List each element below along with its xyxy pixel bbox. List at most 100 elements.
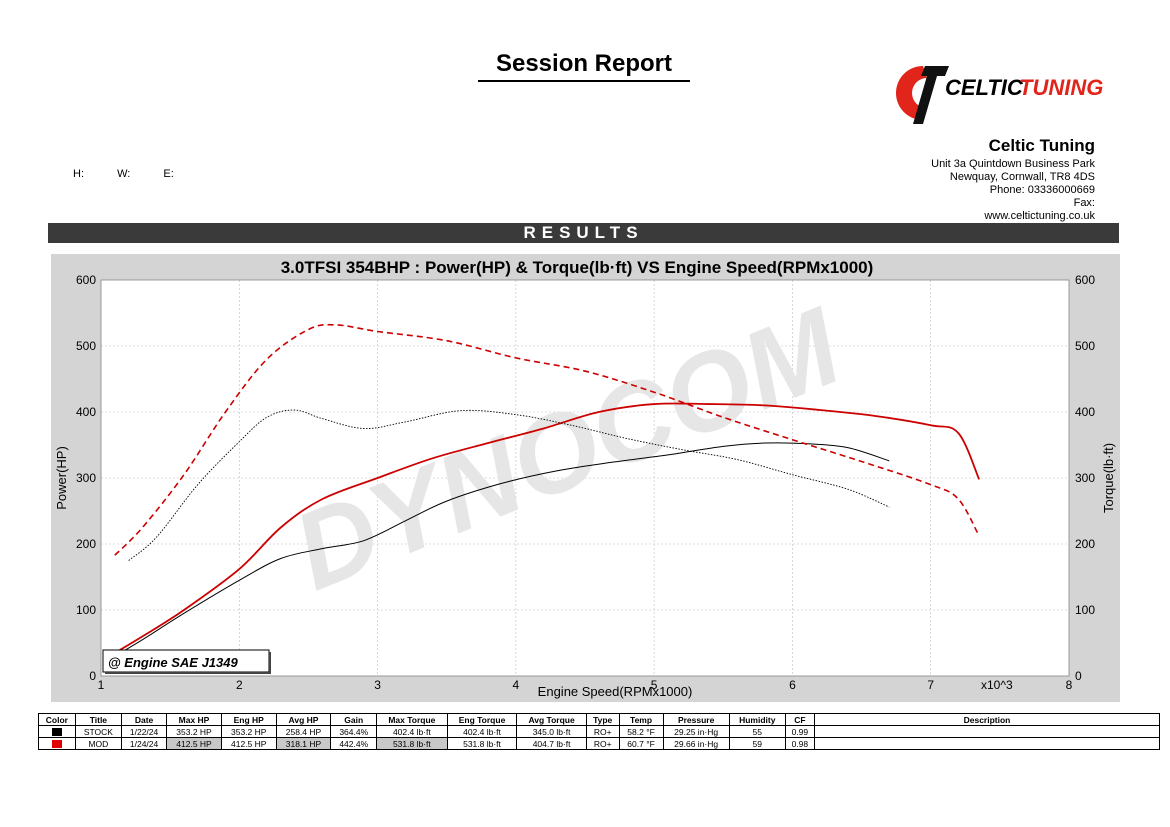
cell-eng-torque: 402.4 lb·ft <box>446 725 518 738</box>
column-header: Avg HP <box>275 713 332 726</box>
company-address-2: Newquay, Cornwall, TR8 4DS <box>949 171 1095 183</box>
x-tick-label: 2 <box>236 678 243 692</box>
table-row: STOCK 1/22/24 353.2 HP 353.2 HP 258.4 HP 364.… <box>38 725 1160 738</box>
color-swatch-cell <box>38 725 76 738</box>
h-label: H: <box>73 168 84 180</box>
cell-avg-torque: 345.0 lb·ft <box>516 725 587 738</box>
x-axis-label: Engine Speed(RPMx1000) <box>538 684 693 699</box>
column-header: Eng HP <box>220 713 277 726</box>
x-tick-label: 6 <box>789 678 796 692</box>
y2-axis-label: Torque(lb·ft) <box>1101 443 1116 513</box>
y2-tick-label: 0 <box>1075 669 1082 683</box>
x-tick-label: 8 <box>1066 678 1073 692</box>
series-stock-power <box>114 442 890 657</box>
y2-tick-label: 100 <box>1075 603 1095 617</box>
column-header: CF <box>784 713 816 726</box>
column-header: Pressure <box>662 713 730 726</box>
plot-border <box>100 279 1070 677</box>
column-header: Avg Torque <box>516 713 587 726</box>
y-axis-label: Power(HP) <box>54 446 69 510</box>
column-header: Temp <box>618 713 664 726</box>
y2-tick-label: 500 <box>1075 339 1095 353</box>
chart-frame: 3.0TFSI 354BHP : Power(HP) & Torque(lb·f… <box>51 254 1120 702</box>
cell-max-hp: 412.5 HP <box>166 737 222 750</box>
table-body: STOCK 1/22/24 353.2 HP 353.2 HP 258.4 HP 364.… <box>38 725 1160 750</box>
y-tick-label: 0 <box>89 669 96 683</box>
hwe-labels: H: W: E: <box>73 168 190 180</box>
y2-tick-label: 600 <box>1075 273 1095 287</box>
column-header: Humidity <box>728 713 786 726</box>
cell-gain: 364.4% <box>330 725 378 738</box>
company-name: Celtic Tuning <box>988 136 1095 155</box>
runs-table: Color Title Date Max HP Eng HP Avg HP Gain Max … <box>38 713 1160 750</box>
cell-cf: 0.99 <box>784 725 816 738</box>
y-tick-label: 400 <box>76 405 96 419</box>
column-header: Color <box>38 713 76 726</box>
cell-description <box>814 737 1160 750</box>
cell-eng-torque: 531.8 lb·ft <box>446 737 518 750</box>
logo-text-b: TUNING <box>1019 75 1103 100</box>
company-info: Celtic Tuning Unit 3a Quintdown Business… <box>931 136 1095 223</box>
results-header: RESULTS <box>48 223 1119 243</box>
cell-eng-hp: 353.2 HP <box>220 725 277 738</box>
cell-type: RO+ <box>585 737 620 750</box>
x-tick-label: 1 <box>98 678 105 692</box>
x-multiplier: x10^3 <box>981 678 1013 692</box>
cell-type: RO+ <box>585 725 620 738</box>
cell-max-torque: 402.4 lb·ft <box>376 725 448 738</box>
y-tick-label: 600 <box>76 273 96 287</box>
column-header: Title <box>74 713 122 726</box>
cell-avg-hp: 318.1 HP <box>275 737 332 750</box>
report-title: Session Report <box>478 50 690 82</box>
column-header: Description <box>814 713 1160 726</box>
y2-tick-label: 200 <box>1075 537 1095 551</box>
cell-title: STOCK <box>74 725 122 738</box>
y-tick-label: 100 <box>76 603 96 617</box>
column-header: Max Torque <box>376 713 448 726</box>
y2-tick-label: 400 <box>1075 405 1095 419</box>
y-tick-label: 200 <box>76 537 96 551</box>
chart-title: 3.0TFSI 354BHP : Power(HP) & Torque(lb·f… <box>281 258 874 277</box>
cell-temp: 60.7 °F <box>618 737 664 750</box>
company-website: www.celtictuning.co.uk <box>984 210 1095 222</box>
color-swatch <box>51 728 62 737</box>
cell-max-hp: 353.2 HP <box>166 725 222 738</box>
cell-temp: 58.2 °F <box>618 725 664 738</box>
series-stock-torque <box>128 409 890 561</box>
company-address-1: Unit 3a Quintdown Business Park <box>931 158 1095 170</box>
column-header: Type <box>585 713 620 726</box>
y-tick-label: 500 <box>76 339 96 353</box>
company-phone: Phone: 03336000669 <box>989 184 1095 196</box>
cell-gain: 442.4% <box>330 737 378 750</box>
cell-avg-hp: 258.4 HP <box>275 725 332 738</box>
company-fax: Fax: <box>1073 197 1095 209</box>
y2-tick-label: 300 <box>1075 471 1095 485</box>
x-tick-label: 3 <box>374 678 381 692</box>
chart-series <box>114 323 980 657</box>
series-mod-torque <box>114 323 980 556</box>
y-tick-label: 300 <box>76 471 96 485</box>
color-swatch-cell <box>38 737 76 750</box>
column-header: Eng Torque <box>446 713 518 726</box>
table-row: MOD 1/24/24 412.5 HP 412.5 HP 318.1 HP 442.4%… <box>38 737 1160 750</box>
column-header: Gain <box>330 713 378 726</box>
x-tick-label: 7 <box>927 678 934 692</box>
series-mod-power <box>114 402 980 654</box>
company-logo: CELTIC TUNING <box>895 66 1103 124</box>
power-torque-chart: 3.0TFSI 354BHP : Power(HP) & Torque(lb·f… <box>54 258 1116 699</box>
w-label: W: <box>117 168 131 180</box>
e-label: E: <box>163 168 174 180</box>
x-tick-label: 4 <box>513 678 520 692</box>
cell-date: 1/24/24 <box>120 737 168 750</box>
column-header: Date <box>120 713 168 726</box>
cell-humidity: 59 <box>728 737 786 750</box>
cell-pressure: 29.66 in·Hg <box>662 737 730 750</box>
cell-pressure: 29.25 in·Hg <box>662 725 730 738</box>
column-header: Max HP <box>166 713 222 726</box>
cell-eng-hp: 412.5 HP <box>220 737 277 750</box>
cell-humidity: 55 <box>728 725 786 738</box>
cell-title: MOD <box>74 737 122 750</box>
cell-cf: 0.98 <box>784 737 816 750</box>
color-swatch <box>51 740 62 749</box>
